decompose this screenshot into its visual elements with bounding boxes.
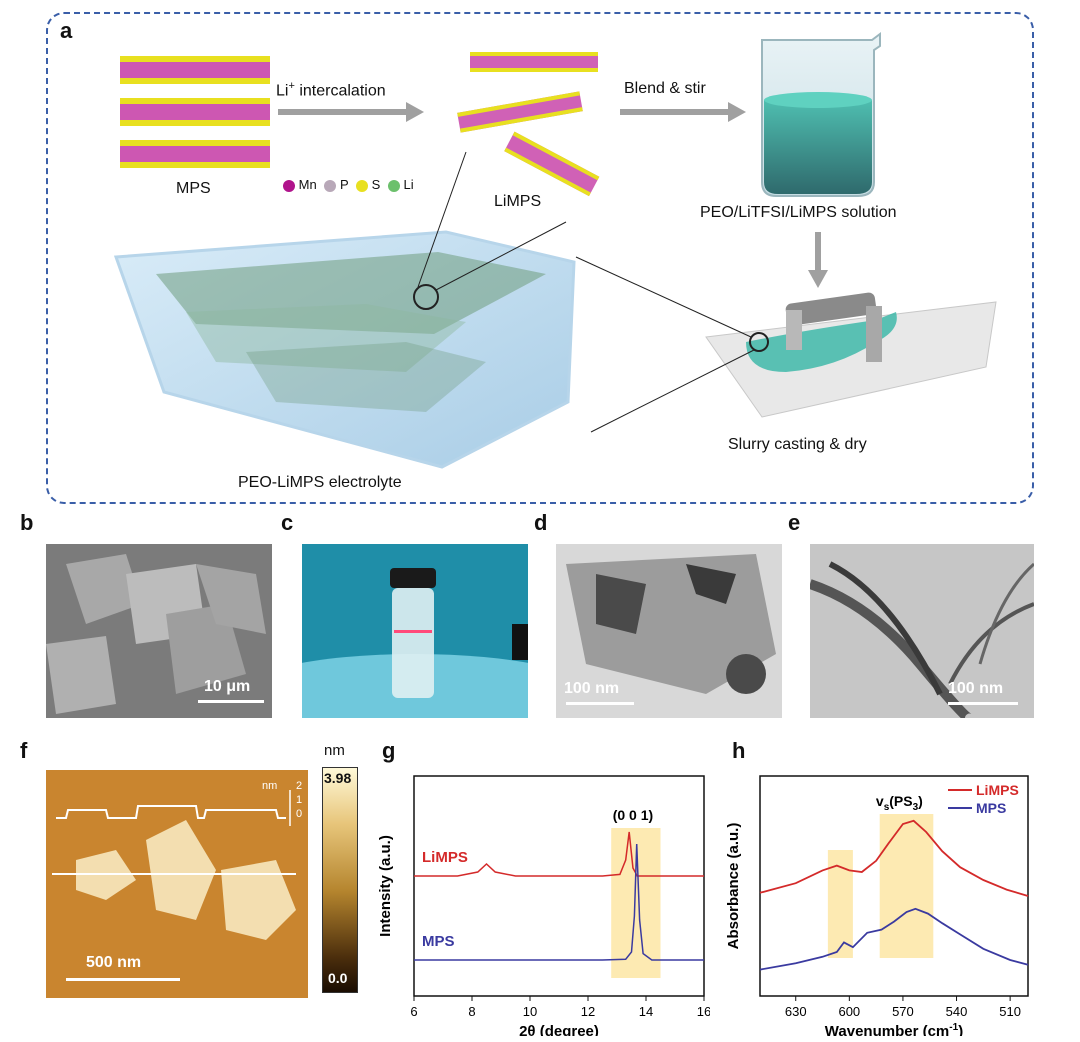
g-series-label-limps: LiMPS — [422, 849, 468, 866]
li-atom-icon — [387, 179, 400, 192]
g-x-tick-label: 10 — [523, 1004, 537, 1019]
h-peak-label: vs(PS3) — [876, 793, 923, 813]
panel-g-xrd-chart: 6 8 10 12 14 16 2θ (degree) Intensity (a.u.) LiM… — [377, 775, 710, 1036]
casting-illustration — [705, 292, 997, 418]
g-series-line-limps — [414, 831, 704, 877]
panel-b-sem-image: 10 μm — [46, 544, 272, 718]
g-series-line-mps — [414, 843, 704, 961]
panel-h-label: h — [732, 738, 746, 763]
legend-s: S — [371, 177, 381, 192]
h-x-tick-label: 630 — [785, 1004, 807, 1019]
element-legend: Mn P S Li — [283, 177, 414, 192]
h-x-tick-label: 570 — [892, 1004, 914, 1019]
panel-a-label: a — [60, 18, 73, 43]
profile-tick-2: 2 — [296, 780, 303, 792]
g-x-tick-label: 16 — [697, 1004, 710, 1019]
panel-f-label: f — [20, 738, 28, 763]
legend-li: Li — [403, 177, 414, 192]
h-series-line-mps — [759, 907, 1029, 971]
panel-b-scale-bar — [198, 700, 264, 703]
h-highlight-band — [879, 814, 934, 958]
mps-label: MPS — [176, 180, 211, 197]
panel-f-colorbar — [322, 767, 358, 993]
p-atom-icon — [324, 179, 337, 192]
g-x-tick-label: 14 — [639, 1004, 653, 1019]
h-series-line-limps — [759, 819, 1029, 897]
panel-f-scale-bar — [66, 978, 180, 981]
panel-d-tem-image: 100 nm — [556, 544, 782, 718]
g-plot-frame — [413, 775, 705, 997]
legend-mn: Mn — [298, 177, 317, 192]
h-x-tick-label: 510 — [999, 1004, 1021, 1019]
g-y-axis-label: Intensity (a.u.) — [377, 835, 394, 937]
solution-label: PEO/LiTFSI/LiMPS solution — [700, 204, 897, 221]
panel-d-label: d — [534, 510, 548, 535]
panel-d-scale-label: 100 nm — [564, 680, 620, 697]
panel-a-frame — [46, 12, 1034, 504]
panel-e-scale-label: 100 nm — [948, 680, 1004, 697]
panel-f-afm-image: nm 2 1 0 500 nm — [46, 770, 308, 998]
g-x-axis-label: 2θ (degree) — [519, 1023, 599, 1036]
blend-arrow — [620, 102, 746, 122]
limps-sheets-illustration — [457, 52, 600, 197]
panel-d-scale-bar — [566, 702, 634, 705]
panel-f-scale-label: 500 nm — [86, 954, 142, 971]
panel-h-ftir-chart: 630 600 570 540 510 Wavenumber (cm-1) Absorban… — [725, 775, 1029, 1036]
panel-b-label: b — [20, 510, 34, 535]
panel-e-label: e — [788, 510, 801, 535]
panel-e-tem-image: 100 nm — [810, 544, 1034, 718]
casting-label: Slurry casting & dry — [728, 436, 867, 453]
h-x-tick-label: 600 — [838, 1004, 860, 1019]
panel-e-scale-bar — [948, 702, 1018, 705]
g-x-tick-label: 6 — [410, 1004, 417, 1019]
electrolyte-label: PEO-LiMPS electrolyte — [238, 474, 402, 491]
g-series-label-mps: MPS — [422, 933, 455, 950]
casting-arrow — [808, 232, 828, 288]
h-plot-frame — [759, 775, 1029, 997]
h-legend-label-limps: LiMPS — [976, 782, 1019, 798]
panel-c-vial-photo — [302, 544, 528, 718]
mps-crystal-illustration — [120, 56, 270, 168]
h-legend-label-mps: MPS — [976, 800, 1006, 816]
panel-g-label: g — [382, 738, 396, 763]
profile-tick-0: 0 — [296, 808, 303, 820]
g-x-tick-label: 12 — [581, 1004, 595, 1019]
panel-a-schematic — [113, 32, 997, 469]
g-x-tick-label: 8 — [468, 1004, 475, 1019]
intercalation-arrow — [278, 102, 424, 122]
g-peak-label: (0 0 1) — [613, 807, 653, 823]
h-x-axis-label: Wavenumber (cm-1) — [825, 1022, 963, 1036]
intercalation-label: Li+ intercalation — [276, 80, 386, 100]
limps-label: LiMPS — [494, 193, 542, 210]
blend-stir-label: Blend & stir — [624, 80, 706, 97]
colorbar-min: 0.0 — [328, 970, 348, 986]
s-atom-icon — [356, 179, 368, 192]
profile-unit: nm — [262, 780, 278, 792]
colorbar-max: 3.98 — [324, 770, 352, 786]
panel-c-label: c — [281, 510, 294, 535]
profile-tick-1: 1 — [296, 794, 303, 806]
h-y-axis-label: Absorbance (a.u.) — [725, 823, 742, 950]
colorbar-unit: nm — [324, 742, 345, 759]
beaker-illustration — [761, 32, 881, 197]
panel-b-scale-label: 10 μm — [204, 678, 251, 695]
legend-p: P — [339, 177, 349, 192]
electrolyte-slab-illustration — [113, 151, 769, 469]
mn-atom-icon — [283, 179, 295, 192]
h-x-tick-label: 540 — [946, 1004, 968, 1019]
